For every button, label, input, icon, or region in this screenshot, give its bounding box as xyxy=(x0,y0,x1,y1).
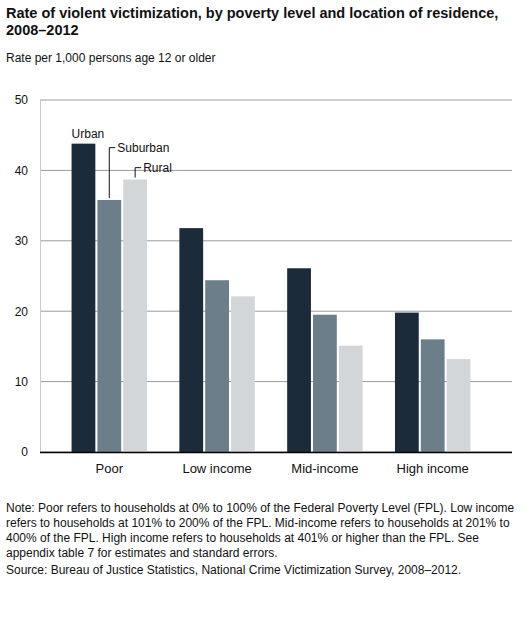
y-tick: 20 xyxy=(15,305,40,319)
bar xyxy=(287,268,311,452)
bar xyxy=(231,296,255,452)
bar xyxy=(339,346,363,452)
series-bars xyxy=(123,180,470,452)
annotation-line: 400% of the FPL. High income refers to h… xyxy=(6,531,479,545)
annotation-line: Source: Bureau of Justice Statistics, Na… xyxy=(6,563,461,577)
y-tick: 0 xyxy=(21,445,40,459)
series-bars xyxy=(97,200,444,452)
legend: Urban Suburban Rural xyxy=(72,127,172,198)
grid xyxy=(40,100,512,452)
chart: Rate of violent victimization, by povert… xyxy=(0,0,523,626)
grid-line xyxy=(40,100,512,101)
legend-label: Rural xyxy=(143,161,172,175)
title-line: Rate of violent victimization, by povert… xyxy=(6,5,498,21)
bar xyxy=(97,200,121,452)
title: Rate of violent victimization, by povert… xyxy=(6,5,498,38)
x-tick-label: High income xyxy=(397,461,469,476)
annotation: Source: Bureau of Justice Statistics, Na… xyxy=(6,563,461,577)
y-axis: 0 10 20 30 40 50 xyxy=(15,93,41,459)
y-tick-label: 0 xyxy=(21,445,28,459)
annotation-line: Note: Poor refers to households at 0% to… xyxy=(6,501,515,515)
x-axis-line xyxy=(40,452,512,454)
x-tick-label: Poor xyxy=(96,461,124,476)
y-axis-line xyxy=(40,101,41,453)
series-bars xyxy=(72,144,419,452)
x-tick: Poor xyxy=(96,452,124,476)
x-tick-label: Low income xyxy=(182,461,251,476)
bar xyxy=(179,228,203,452)
y-tick-label: 40 xyxy=(15,164,29,178)
y-tick: 30 xyxy=(15,234,40,248)
x-tick-label: Mid-income xyxy=(291,461,358,476)
x-axis: Poor Low income Mid-income High income xyxy=(40,452,512,476)
bar xyxy=(395,313,419,452)
annotation-line: refers to households at 101% to 200% of … xyxy=(6,516,510,530)
bar xyxy=(313,315,337,452)
annotation-line: appendix table 7 for estimates and stand… xyxy=(6,546,278,560)
legend-label: Suburban xyxy=(117,141,169,155)
y-tick: 10 xyxy=(15,375,40,389)
legend-leader xyxy=(135,168,141,178)
x-tick: Mid-income xyxy=(291,452,358,476)
x-tick: High income xyxy=(397,452,469,476)
bar xyxy=(205,280,229,452)
y-tick-label: 10 xyxy=(15,375,29,389)
annotation: Note: Poor refers to households at 0% to… xyxy=(6,501,515,560)
y-tick-label: 50 xyxy=(15,93,29,107)
legend-label: Urban xyxy=(72,127,105,141)
bar xyxy=(72,144,96,452)
y-tick-label: 20 xyxy=(15,305,29,319)
x-tick: Low income xyxy=(182,452,251,476)
bar xyxy=(447,359,471,452)
legend-leader xyxy=(109,148,115,198)
bars xyxy=(72,144,471,452)
y-tick-label: 30 xyxy=(15,234,29,248)
grid-line xyxy=(40,170,512,171)
subtitle: Rate per 1,000 persons age 12 or older xyxy=(6,51,215,65)
bar xyxy=(123,180,147,452)
title-line: 2008–2012 xyxy=(6,22,79,38)
bar xyxy=(421,339,445,452)
y-tick: 40 xyxy=(15,164,40,178)
y-tick: 50 xyxy=(15,93,40,107)
